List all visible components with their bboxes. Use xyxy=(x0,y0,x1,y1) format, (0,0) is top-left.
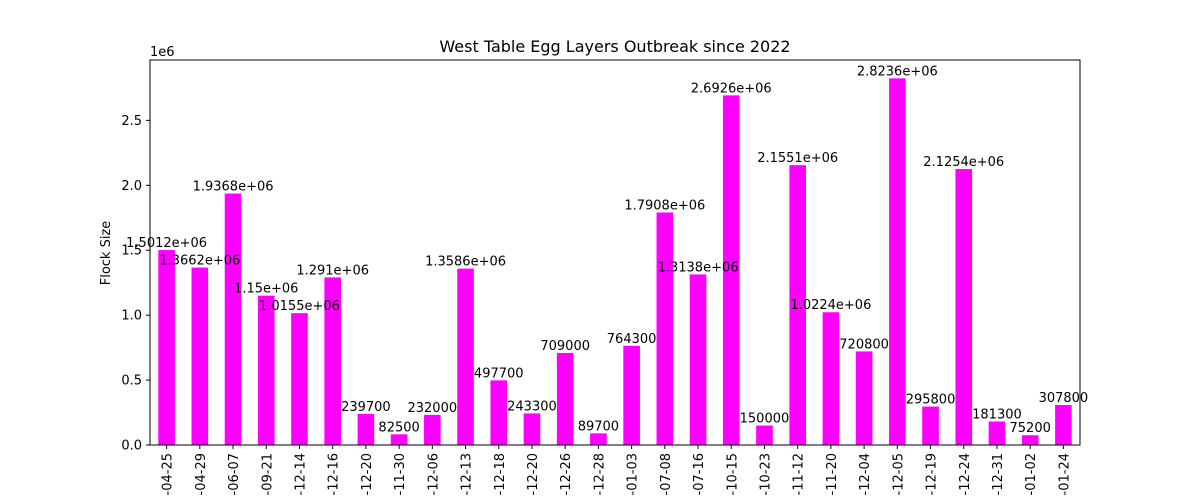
bar-value-label: 1.3138e+06 xyxy=(658,260,739,275)
bar-value-label: 1.7908e+06 xyxy=(624,198,705,213)
bar-value-label: 2.8236e+06 xyxy=(857,64,938,79)
bar xyxy=(756,425,773,445)
bars-group xyxy=(158,78,1072,446)
x-tick-label: -12-13 xyxy=(460,453,475,495)
bar-value-label: 307800 xyxy=(1039,391,1089,406)
bar xyxy=(158,250,175,445)
bar xyxy=(1055,405,1072,445)
bar xyxy=(922,406,939,445)
x-tick-label: -12-05 xyxy=(891,453,906,495)
bar-value-label: 1.3662e+06 xyxy=(159,254,240,269)
bar xyxy=(855,351,873,445)
bar-value-label: 2.1254e+06 xyxy=(923,155,1004,170)
bar-value-label: 82500 xyxy=(378,420,419,435)
bar-value-label: 764300 xyxy=(607,332,657,347)
bar xyxy=(291,313,308,445)
bar xyxy=(689,274,707,445)
y-tick-label: 0.5 xyxy=(121,374,142,389)
x-tick-label: -12-16 xyxy=(327,453,342,495)
bar xyxy=(224,193,242,445)
x-tick-label: -12-24 xyxy=(958,453,973,495)
bar-value-label: 1.0224e+06 xyxy=(790,298,871,313)
bar-value-label: 2.6926e+06 xyxy=(691,81,772,96)
bar-value-label: 1.15e+06 xyxy=(234,282,298,297)
bar xyxy=(324,277,341,445)
bar-value-label: 1.3586e+06 xyxy=(425,255,506,270)
bar xyxy=(1021,435,1039,445)
x-tick-label: -12-04 xyxy=(858,453,873,495)
y-axis-label: Flock Size xyxy=(99,221,114,286)
bar-value-label: 720800 xyxy=(839,337,889,352)
x-tick-label: -11-30 xyxy=(393,453,408,495)
x-tick-label: -12-20 xyxy=(526,453,541,495)
bar-value-label: 1.9368e+06 xyxy=(193,180,274,195)
y-tick-label: 0.0 xyxy=(121,439,142,454)
bar-value-label: 150000 xyxy=(740,412,790,427)
bar-value-label: 75200 xyxy=(1010,421,1051,436)
bar xyxy=(357,413,375,445)
y-tick-label: 1.0 xyxy=(121,309,142,324)
x-tick-label: -12-31 xyxy=(991,453,1006,495)
x-tick-label: -01-02 xyxy=(1024,453,1039,495)
bar xyxy=(590,433,607,445)
x-tick-label: -12-26 xyxy=(559,453,574,495)
y-tick-label: 1.5 xyxy=(121,244,142,259)
x-tick-label: -10-23 xyxy=(758,453,773,495)
x-tick-label: -07-16 xyxy=(692,453,707,495)
bar-value-label: 239700 xyxy=(341,400,391,415)
bar xyxy=(390,434,408,445)
y-axis-ticks: 0.0 0.5 1.0 1.5 2.0 2.5 xyxy=(121,114,150,454)
x-tick-label: -06-07 xyxy=(227,453,242,495)
x-tick-label: -12-14 xyxy=(293,453,308,495)
bar xyxy=(523,413,541,445)
x-tick-label: -12-19 xyxy=(925,453,940,495)
bar xyxy=(656,212,674,445)
bar xyxy=(490,380,508,445)
bar xyxy=(623,345,640,445)
bar xyxy=(257,295,275,445)
x-tick-label: -04-29 xyxy=(194,453,209,495)
x-tick-label: -07-08 xyxy=(659,453,674,495)
x-tick-label: -04-25 xyxy=(161,453,176,495)
bar xyxy=(424,414,441,445)
bar-value-label: 1.5012e+06 xyxy=(126,236,207,251)
bar xyxy=(191,267,209,445)
chart-title: West Table Egg Layers Outbreak since 202… xyxy=(439,37,790,56)
x-tick-label: -12-06 xyxy=(426,453,441,495)
bar xyxy=(955,169,973,445)
x-tick-label: -01-24 xyxy=(1057,453,1072,495)
bar-value-label: 1.0155e+06 xyxy=(259,299,340,314)
bar-value-label: 181300 xyxy=(972,407,1022,422)
x-tick-label: -11-12 xyxy=(792,453,807,495)
bar xyxy=(822,312,840,445)
bar-value-label: 89700 xyxy=(578,419,619,434)
bar-value-label: 497700 xyxy=(474,366,524,381)
x-tick-label: -11-20 xyxy=(825,453,840,495)
bar xyxy=(789,165,806,445)
y-tick-label: 2.0 xyxy=(121,179,142,194)
x-axis-ticks: -04-25 -04-29 -06-07 -09-21 -12-14 -12-16 -12-… xyxy=(161,445,1072,495)
bar-labels-group: 1.5012e+06 1.3662e+06 1.9368e+06 1.15e+06 1.… xyxy=(126,64,1088,436)
bar xyxy=(457,268,474,445)
y-tick-label: 2.5 xyxy=(121,114,142,129)
y-offset-label: 1e6 xyxy=(150,45,175,60)
bar xyxy=(722,95,740,446)
bar xyxy=(889,78,906,446)
bar xyxy=(556,352,574,445)
x-tick-label: -12-20 xyxy=(360,453,375,495)
bar-value-label: 295800 xyxy=(906,393,956,408)
plot-frame xyxy=(149,59,1081,446)
bar-value-label: 232000 xyxy=(407,401,457,416)
bar-value-label: 2.1551e+06 xyxy=(757,151,838,166)
bar-value-label: 709000 xyxy=(540,339,590,354)
x-tick-label: -12-28 xyxy=(592,453,607,495)
bar xyxy=(988,421,1006,445)
x-tick-label: -12-18 xyxy=(493,453,508,495)
x-tick-label: -09-21 xyxy=(260,453,275,495)
bar-value-label: 243300 xyxy=(507,399,557,414)
bar-value-label: 1.291e+06 xyxy=(296,263,369,278)
x-tick-label: -01-03 xyxy=(626,453,641,495)
x-tick-label: -10-15 xyxy=(725,453,740,495)
